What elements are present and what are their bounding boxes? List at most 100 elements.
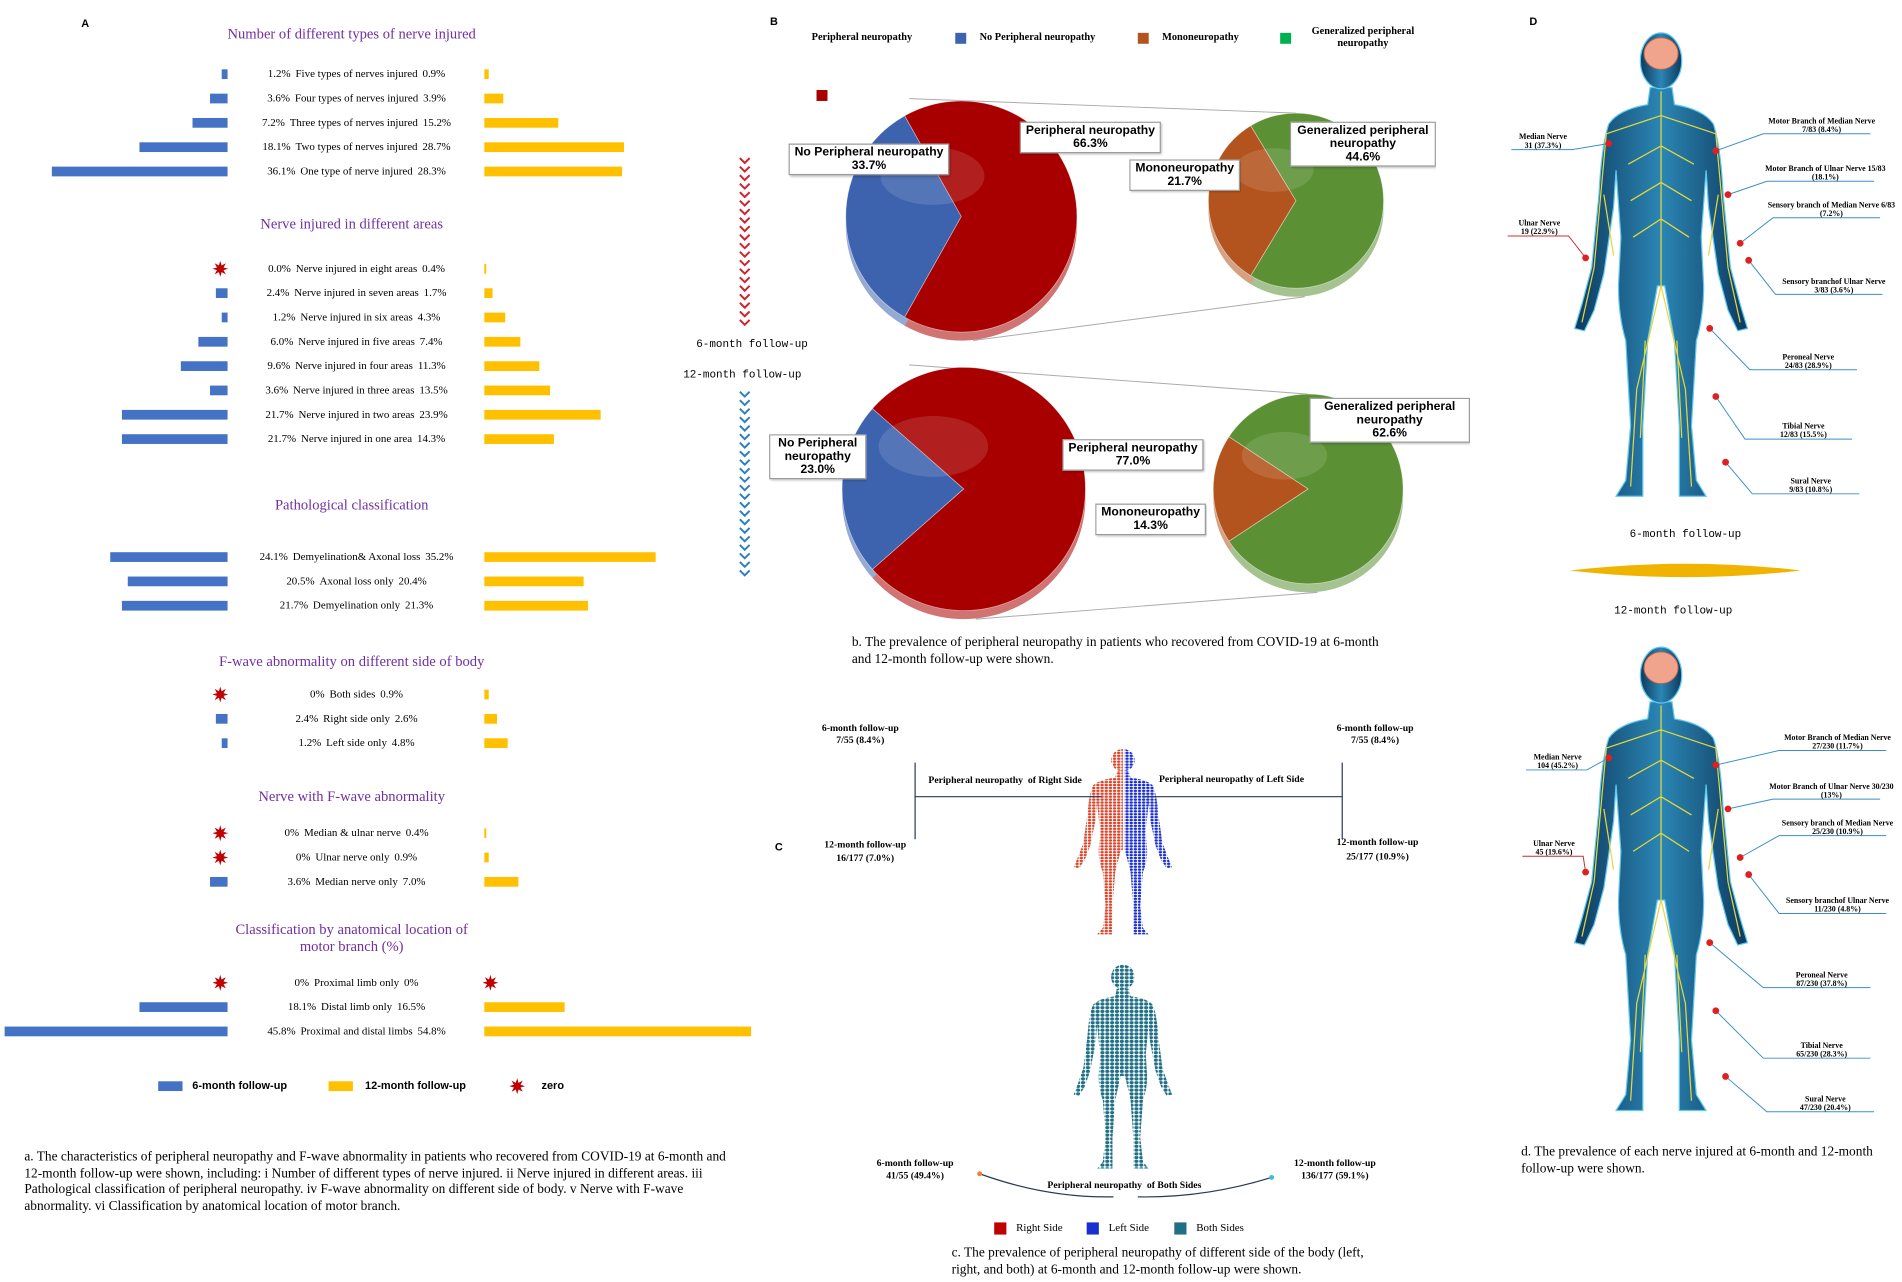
nerve-label: (7.2%) [1820,209,1843,218]
zero-marker [212,686,229,703]
nerve-label: Sensory branch of Median Nerve 6/83 [1768,200,1895,209]
category-label: Proximal limb only [314,976,400,988]
value-label: 1.7% [424,287,447,299]
category-label: Five types of nerves injured [295,68,418,80]
annotation: 16/177 (7.0%) [836,853,894,864]
category-label: Axonal loss only [319,575,394,587]
zero-marker [212,849,229,866]
category-label: Three types of nerves injured [290,116,419,128]
nerve-label: 31 (37.3%) [1525,141,1562,150]
value-label: 1.2% [273,311,296,323]
connector [975,591,1318,620]
legend-swatch [1086,1222,1099,1235]
row-label: 1.2% Nerve injured in six areas 4.3% [273,311,441,323]
value-label: 18.1% [262,141,290,153]
section-title: F-wave abnormality on different side of … [219,654,485,670]
panel-label: D [1529,16,1537,28]
body-figure [1073,749,1173,935]
caption-box: b. The prevalence of peripheral neuropat… [852,635,1379,666]
row-label: 18.1% Distal limb only 16.5% [288,1001,425,1013]
value-label: 18.1% [288,1001,316,1013]
value-label: 0.9% [422,68,445,80]
bar [484,434,554,444]
legend-label: zero [542,1080,565,1092]
row-label: 18.1% Two types of nerves injured 28.7% [262,141,450,153]
nerve-label: Motor Branch of Ulnar Nerve 15/83 [1765,164,1886,173]
slice-name: Generalized peripheral neuropathy [1324,400,1456,427]
bar [484,409,601,420]
follow-up-label: 6-month follow-up [696,339,808,351]
nerve-point [1722,1073,1729,1080]
panel-label: C [775,842,783,854]
nerve-label: Motor Branch of Median Nerve [1784,733,1891,742]
legend-label: Both Sides [1196,1222,1244,1234]
legend-swatch [328,1081,353,1092]
annotation: Peripheral neuropathy of Left Side [1159,774,1305,785]
bar [484,876,519,887]
category-label: Proximal and distal limbs [300,1025,412,1037]
value-label: 11.3% [418,360,446,372]
slice-name: Peripheral neuropathy [1068,441,1198,455]
bar [484,576,584,587]
callout: Peripheral neuropathy 77.0% [1062,439,1204,471]
value-label: 4.8% [392,737,415,749]
legend-swatch [994,1222,1007,1235]
nerve-label: 3/83 (3.6%) [1814,286,1853,295]
nerve-label: 24/83 (28.9%) [1785,361,1832,370]
bar [221,69,228,80]
row-label: 2.4% Right side only 2.6% [295,712,417,724]
category-label: Two types of nerves injured [296,141,419,153]
value-label: 0.0% [268,262,291,274]
nerve-label: Sensory branchof Ulnar Nerve [1782,277,1886,286]
section-title: motor branch (%) [300,939,404,955]
bar [215,288,228,298]
value-label: 0% [404,976,419,988]
slice-value: 62.6% [1372,426,1407,441]
bar [221,738,228,749]
row-label: 3.6% Four types of nerves injured 3.9% [267,92,446,104]
callout: Generalized peripheral neuropathy 44.6% [1289,121,1436,167]
annotation: 6-month follow-up [877,1158,955,1169]
leader-line [1709,942,1871,989]
row-label: 45.8% Proximal and distal limbs 54.8% [267,1025,445,1037]
annotation: 136/177 (59.1%) [1301,1170,1369,1181]
bar [139,142,228,153]
leader-line [1725,461,1860,495]
value-label: 13.5% [419,384,447,396]
body-figure [1073,964,1173,1169]
leader-line [1522,855,1587,873]
value-label: 23.9% [419,408,447,420]
value-label: 21.7% [265,408,293,420]
nerve-point [1736,854,1744,861]
bar [484,385,551,396]
nerve-label: 12/83 (15.5%) [1780,430,1827,439]
value-label: 6.0% [271,335,294,347]
nerve-label: Sensory branch of Median Nerve [1782,818,1894,827]
slice-value: 23.0% [800,463,835,477]
slice-value: 14.3% [1133,519,1168,533]
bracket [914,762,1343,1198]
bar [121,600,228,611]
leader-line [1727,798,1881,810]
category-label: Nerve injured in eight areas [296,262,418,274]
bar [484,263,487,274]
nerve-label: 25/230 (10.9%) [1812,827,1863,836]
category-label: Nerve injured in seven areas [294,287,419,299]
callout: No Peripheral neuropathy 33.7% [788,143,950,176]
bar [484,93,504,104]
callout: Mononeuropathy 21.7% [1129,159,1241,191]
nerve-point [1712,1007,1720,1015]
row-label: 2.4% Nerve injured in seven areas 1.7% [267,287,447,299]
legend-label: 6-month follow-up [192,1080,287,1092]
nerve-point [1605,754,1613,762]
annotation: 6-month follow-up [1337,723,1415,734]
bar [484,166,623,177]
bar [210,385,228,396]
row-label: 7.2% Three types of nerves injured 15.2% [262,116,451,128]
nerve-point [1745,256,1753,264]
